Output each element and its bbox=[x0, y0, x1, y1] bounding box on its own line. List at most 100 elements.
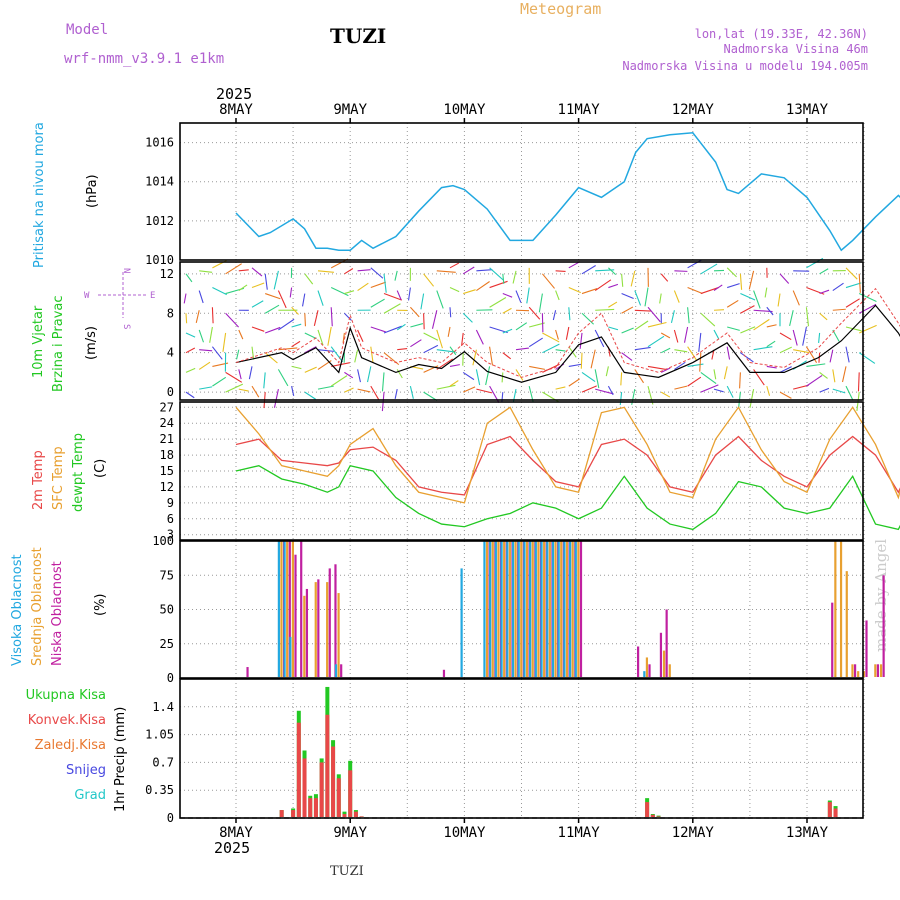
precip-unit: 1hr Precip (mm) bbox=[113, 707, 128, 812]
wind-arrow bbox=[423, 332, 439, 341]
wind-arrow bbox=[238, 284, 248, 291]
wind-arrow bbox=[409, 306, 420, 318]
wind-arrow bbox=[357, 329, 364, 343]
bar-mid-cloud bbox=[845, 571, 848, 677]
wind-arrow bbox=[225, 263, 242, 275]
bar-high-cloud bbox=[551, 541, 555, 677]
wind-arrow bbox=[410, 323, 424, 328]
wind-arrow bbox=[251, 282, 265, 289]
wind-arrow bbox=[674, 270, 688, 272]
bar-high-cloud bbox=[277, 541, 280, 677]
bar-mid-cloud bbox=[851, 664, 854, 677]
wind-arrow bbox=[185, 332, 196, 338]
wind-arrow bbox=[528, 306, 541, 320]
wind-arrow bbox=[461, 332, 464, 346]
bar-low-cloud bbox=[665, 609, 668, 677]
y-tick-label: 15 bbox=[160, 464, 174, 478]
wind-arrow bbox=[608, 267, 617, 276]
wind-arrow bbox=[700, 263, 718, 275]
wind-arrow bbox=[687, 346, 697, 361]
y-tick-label: 1.4 bbox=[152, 700, 174, 714]
wind-arrow bbox=[555, 270, 566, 272]
wind-arrow bbox=[779, 332, 792, 341]
bar-mid-cloud bbox=[497, 541, 500, 677]
wind-arrow bbox=[819, 387, 830, 393]
precip-legend-convective: Konvek.Kisa bbox=[28, 713, 106, 728]
wind-arrow bbox=[238, 329, 244, 340]
wind-arrow bbox=[806, 363, 826, 367]
watermark: made by Angel bbox=[872, 539, 890, 652]
bar-mid-cloud bbox=[560, 541, 563, 677]
wind-arrow bbox=[723, 366, 728, 380]
y-tick-label: 0 bbox=[167, 811, 174, 825]
wind-arrow bbox=[436, 349, 456, 353]
wind-arrow bbox=[857, 372, 860, 392]
wind-arrow bbox=[251, 300, 264, 308]
wind-arrow bbox=[713, 369, 717, 380]
wind-arrow bbox=[370, 281, 387, 289]
wind-arrow bbox=[818, 332, 821, 343]
y-tick-label: 100 bbox=[152, 534, 174, 548]
wind-arrow bbox=[832, 388, 846, 394]
bar-mid-cloud bbox=[503, 541, 506, 677]
bar-high-cloud bbox=[523, 541, 526, 677]
y-tick-label: 1.05 bbox=[145, 728, 174, 742]
wind-arrow bbox=[621, 352, 633, 361]
wind-arrow bbox=[238, 388, 249, 392]
wind-arrow bbox=[687, 376, 702, 387]
wind-arrow bbox=[845, 267, 858, 280]
wind-arrow bbox=[819, 268, 829, 275]
wind-arrow bbox=[185, 347, 196, 354]
wind-arrow bbox=[317, 349, 334, 352]
bar-mid-cloud bbox=[337, 593, 340, 677]
footer-station: TUZI bbox=[330, 864, 364, 879]
wind-arrow bbox=[700, 384, 719, 393]
wind-arrow bbox=[832, 308, 846, 311]
cloud-unit: (%) bbox=[93, 594, 108, 617]
wind-arrow bbox=[185, 313, 188, 324]
compass-south: S bbox=[121, 324, 131, 329]
wind-arrow bbox=[581, 265, 596, 275]
wind-arrow bbox=[396, 290, 402, 300]
wind-arrow bbox=[698, 332, 702, 352]
bar-mid-cloud bbox=[834, 541, 837, 677]
wind-arrow bbox=[291, 365, 302, 370]
cloud-axis-label-2: Srednja Oblacnost bbox=[30, 547, 45, 666]
wind-arrow bbox=[304, 313, 306, 327]
wind-arrow bbox=[476, 269, 493, 272]
bar-mid-cloud bbox=[520, 541, 523, 677]
precip-legend-total: Ukupna Kisa bbox=[26, 688, 106, 703]
wind-arrow bbox=[397, 348, 408, 351]
bar-convective-precip bbox=[336, 778, 341, 817]
wind-arrow bbox=[608, 301, 618, 308]
wind-arrow bbox=[330, 375, 348, 387]
bar-mid-cloud bbox=[577, 541, 580, 677]
wind-arrow bbox=[700, 286, 719, 295]
wind-arrow bbox=[845, 282, 862, 289]
wind-arrow bbox=[383, 293, 403, 301]
wind-arrow bbox=[845, 385, 854, 401]
wind-arrow bbox=[713, 309, 725, 311]
temp-unit: (C) bbox=[93, 459, 108, 478]
wind-arrow bbox=[659, 293, 662, 304]
precip-legend-frozen: Zaledj.Kisa bbox=[35, 738, 106, 753]
wind-arrow bbox=[792, 329, 798, 346]
wind-arrow bbox=[555, 386, 566, 390]
coords-label: lon,lat (19.33E, 42.36N) bbox=[695, 27, 868, 41]
wind-arrow bbox=[502, 307, 512, 314]
temp-axis-label-3: dewpt Temp bbox=[71, 433, 86, 512]
wind-arrow bbox=[394, 270, 398, 281]
wind-arrow bbox=[344, 268, 354, 275]
wind-arrow bbox=[225, 371, 243, 383]
wind-gust-line bbox=[235, 287, 900, 378]
wind-arrow bbox=[447, 326, 451, 337]
wind-arrow bbox=[673, 290, 680, 303]
bar-mid-cloud bbox=[314, 582, 317, 677]
bar-low-cloud bbox=[442, 669, 446, 677]
bar-mid-cloud bbox=[554, 541, 557, 677]
wind-arrow bbox=[449, 287, 460, 293]
bar-mid-cloud bbox=[303, 595, 306, 677]
wind-arrow bbox=[819, 289, 830, 295]
wind-arrow bbox=[225, 312, 239, 328]
wind-arrow bbox=[304, 391, 316, 400]
